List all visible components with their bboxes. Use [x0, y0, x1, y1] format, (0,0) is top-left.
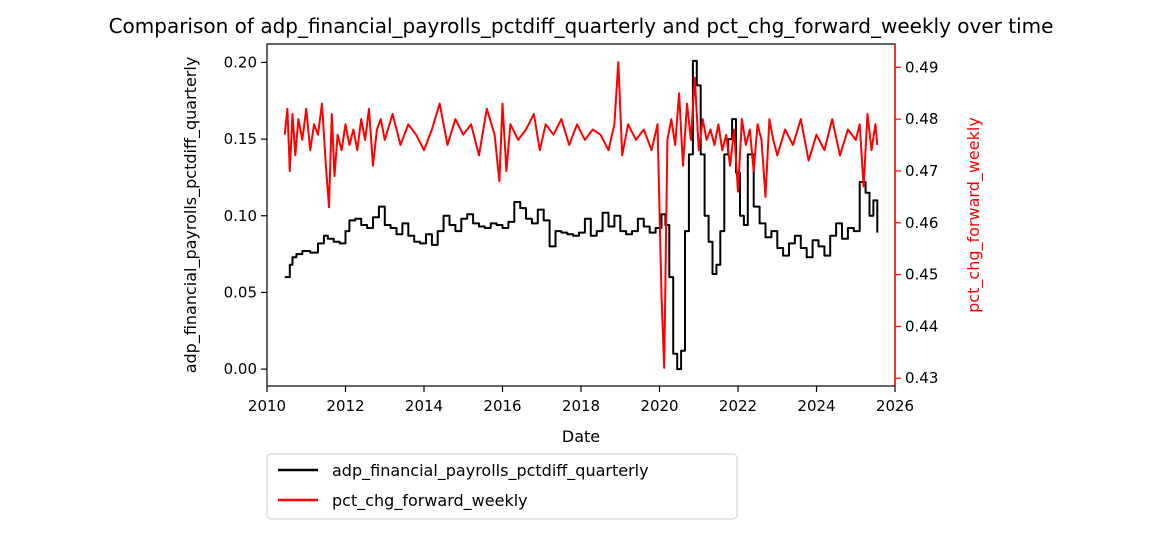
legend-label-pct-chg: pct_chg_forward_weekly: [332, 491, 528, 511]
y-left-tick-label: 0.00: [224, 360, 257, 378]
x-axis-title: Date: [562, 427, 600, 446]
x-tick-label: 2022: [719, 397, 757, 415]
chart-title: Comparison of adp_financial_payrolls_pct…: [109, 14, 1054, 38]
x-tick-label: 2010: [248, 397, 286, 415]
y-axis-left-title: adp_financial_payrolls_pctdiff_quarterly: [181, 57, 201, 374]
y-axis-right-title: pct_chg_forward_weekly: [964, 117, 984, 313]
legend-box: [266, 453, 738, 520]
y-right-tick-label: 0.46: [905, 214, 938, 232]
y-left-tick-label: 0.05: [224, 283, 257, 301]
y-left-tick-label: 0.20: [224, 53, 257, 71]
y-right-tick-label: 0.45: [905, 266, 938, 284]
y-right-tick-label: 0.44: [905, 317, 938, 335]
y-left-tick-label: 0.10: [224, 207, 257, 225]
x-tick-label: 2014: [405, 397, 443, 415]
x-axis: 2010 2012 2014 2016 2018 2020 2022 2024 2026: [248, 386, 914, 415]
x-tick-label: 2012: [326, 397, 364, 415]
series-layer: [283, 59, 879, 371]
series-line-0: [284, 59, 879, 371]
x-tick-label: 2024: [797, 397, 835, 415]
x-tick-label: 2016: [483, 397, 521, 415]
y-right-tick-label: 0.43: [905, 369, 938, 387]
legend-label-adp: adp_financial_payrolls_pctdiff_quarterly: [332, 461, 649, 481]
y-right-tick-label: 0.47: [905, 162, 938, 180]
x-tick-label: 2018: [562, 397, 600, 415]
legend: adp_financial_payrolls_pctdiff_quarterly…: [266, 453, 738, 520]
y-axis-left: 0.00 0.05 0.10 0.15 0.20: [224, 53, 267, 378]
y-right-tick-label: 0.48: [905, 110, 938, 128]
y-left-tick-label: 0.15: [224, 130, 257, 148]
series-line-1: [283, 61, 879, 369]
x-tick-label: 2026: [876, 397, 914, 415]
y-axis-right: 0.43 0.44 0.45 0.46 0.47 0.48 0.49: [895, 58, 938, 387]
y-right-tick-label: 0.49: [905, 58, 938, 76]
x-tick-label: 2020: [640, 397, 678, 415]
